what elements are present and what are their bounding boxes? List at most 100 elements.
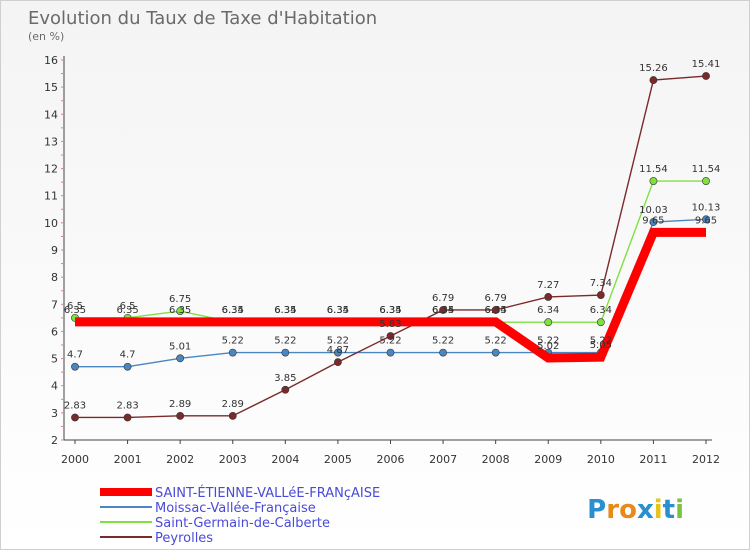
data-label: 5.22: [274, 336, 296, 347]
data-point: [649, 218, 658, 226]
data-label: 4.7: [120, 350, 136, 361]
data-point: [702, 215, 710, 224]
y-tick-label: 4: [51, 380, 58, 393]
data-label: 15.26: [639, 63, 668, 74]
data-label: 5.22: [590, 336, 612, 347]
data-point: [334, 358, 342, 366]
y-tick-label: 11: [44, 190, 58, 203]
x-tick-label: 2000: [61, 453, 89, 466]
y-tick-label: 6: [51, 325, 58, 338]
data-label: 7.27: [537, 280, 559, 291]
legend-item-label: Moissac-Vallée-Française: [155, 501, 316, 516]
data-label: 6.34: [432, 305, 454, 316]
data-label: 6.35: [116, 305, 138, 316]
chart-title: Evolution du Taux de Taxe d'Habitation: [28, 8, 377, 29]
data-label: 2.89: [222, 399, 244, 410]
data-label: 6.34: [379, 305, 401, 316]
data-label: 5.05: [590, 340, 612, 351]
y-tick-label: 12: [44, 163, 58, 176]
data-point: [281, 348, 290, 357]
data-point: [281, 385, 290, 394]
data-label: 6.79: [485, 293, 507, 304]
data-point: [702, 177, 710, 185]
data-point: [544, 293, 553, 301]
x-tick-label: 2009: [534, 453, 562, 466]
data-point: [228, 348, 237, 357]
y-tick-label: 14: [44, 108, 58, 121]
data-label: 6.5: [67, 301, 83, 312]
data-point: [386, 348, 395, 357]
data-label: 5.22: [432, 336, 454, 347]
data-point: [71, 362, 79, 371]
y-tick-label: 5: [51, 353, 58, 366]
data-point: [544, 318, 553, 327]
data-label: 6.34: [485, 305, 507, 316]
data-label: 6.34: [327, 305, 349, 316]
x-tick-label: 2012: [692, 453, 720, 466]
data-point: [334, 348, 342, 357]
data-label: 7.34: [590, 278, 612, 289]
data-point: [596, 291, 605, 299]
legend: SAINT-ÉTIENNE-VALLéE-FRANçAISEMoissac-Va…: [100, 485, 380, 546]
data-label: 3.85: [274, 373, 296, 384]
data-label: 9.65: [642, 215, 664, 226]
axes: 2 3 4 5 6 7 8 9 10 11 12 13 14 15 16 2000 2001 2002 2003 20…: [44, 54, 720, 466]
data-label: 5.02: [537, 341, 559, 352]
data-label: 5.22: [327, 336, 349, 347]
y-tick-label: 7: [51, 298, 58, 311]
data-label: 2.83: [116, 400, 138, 411]
data-label: 4.7: [67, 350, 83, 361]
data-point: [439, 348, 447, 357]
legend-item-label: Peyrolles: [155, 531, 213, 546]
y-tick-label: 2: [51, 434, 58, 447]
data-label: 9.65: [695, 215, 717, 226]
data-label: 6.35: [222, 305, 244, 316]
data-point: [176, 307, 185, 315]
data-labels-layer: 6.35 6.35 6.35 6.35 6.35 6.35 6.35 6.35 6.35 5.02…: [64, 59, 720, 411]
x-tick-label: 2001: [114, 453, 142, 466]
series-layer: [71, 72, 710, 422]
data-point: [123, 413, 132, 422]
data-label: 6.35: [485, 305, 507, 316]
data-label: 6.35: [169, 305, 191, 316]
x-tick-label: 2006: [377, 453, 405, 466]
data-label: 10.13: [692, 202, 721, 213]
data-label: 4.87: [327, 345, 349, 356]
data-label: 5.22: [537, 336, 559, 347]
x-tick-label: 2010: [587, 453, 615, 466]
data-label: 5.01: [169, 341, 191, 352]
data-point: [123, 362, 132, 371]
x-tick-label: 2003: [219, 453, 247, 466]
series-0: [75, 227, 706, 363]
data-point: [702, 72, 710, 80]
data-label: 6.34: [590, 305, 612, 316]
data-point: [649, 177, 658, 185]
data-label: 6.35: [64, 305, 86, 316]
data-point: [491, 348, 500, 357]
data-label: 11.54: [692, 164, 721, 175]
legend-item-label: SAINT-ÉTIENNE-VALLéE-FRANçAISE: [155, 485, 380, 501]
data-point: [176, 411, 185, 420]
data-label: 6.79: [432, 293, 454, 304]
y-tick-label: 3: [51, 407, 58, 420]
data-label: 6.35: [327, 305, 349, 316]
data-point: [71, 413, 79, 422]
data-point: [176, 354, 185, 363]
x-tick-label: 2008: [482, 453, 510, 466]
data-label: 5.83: [379, 319, 401, 330]
data-label: 11.54: [639, 164, 668, 175]
data-label: 6.35: [432, 305, 454, 316]
data-label: 5.22: [485, 336, 507, 347]
y-tick-label: 9: [51, 244, 58, 257]
data-point: [649, 76, 658, 84]
data-label: 6.75: [169, 294, 191, 305]
x-tick-label: 2002: [166, 453, 194, 466]
proxiti-logo: Proxiti: [587, 495, 684, 525]
data-label: 6.5: [120, 301, 136, 312]
data-label: 6.35: [274, 305, 296, 316]
data-point: [491, 306, 500, 314]
y-tick-label: 10: [44, 217, 58, 230]
data-label: 6.34: [274, 305, 296, 316]
